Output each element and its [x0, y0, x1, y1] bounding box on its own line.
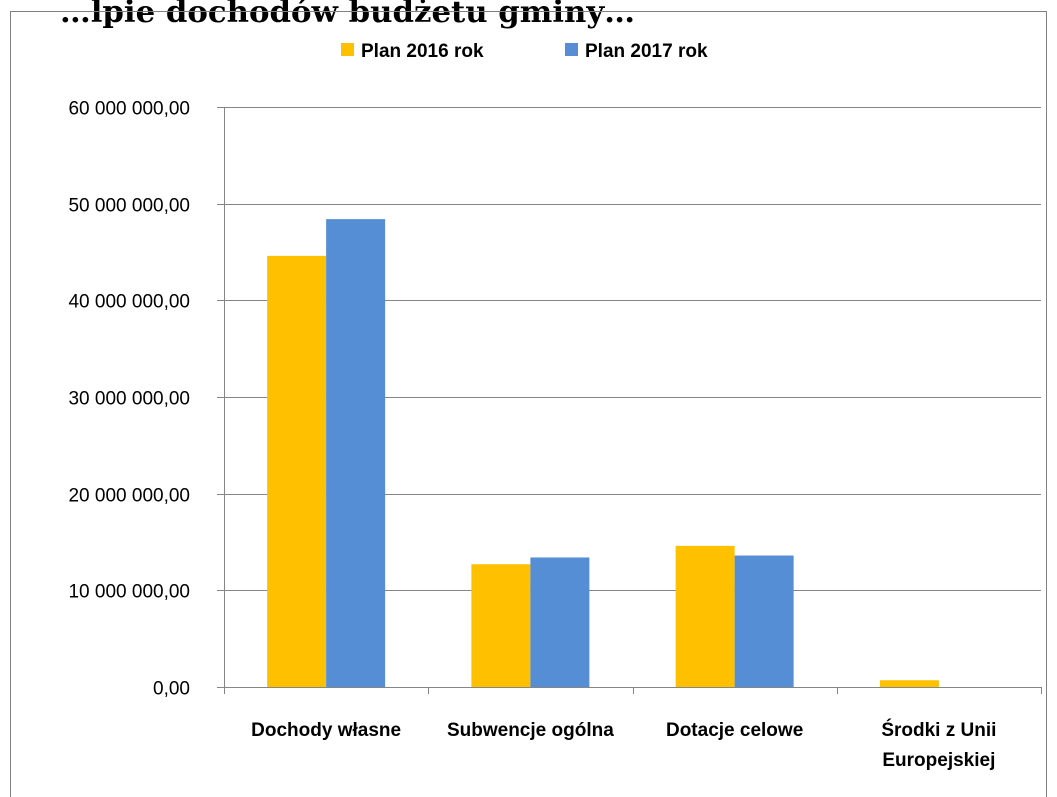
- y-tick-label: 0,00: [153, 679, 190, 700]
- y-tick-label: 10 000 000,00: [68, 582, 190, 603]
- x-category-label: Środki z Unii: [881, 719, 996, 741]
- x-category-label: Europejskiej: [882, 750, 995, 771]
- y-tick-label: 50 000 000,00: [68, 196, 190, 217]
- bar-plan-2016: [879, 680, 939, 687]
- y-axis-ticks: 0,00 10 000 000,00 20 000 000,00 30 000 000…: [68, 99, 224, 700]
- bar-plan-2016: [267, 255, 327, 687]
- legend: Plan 2016 rok Plan 2017 rok: [341, 41, 708, 62]
- y-tick-label: 40 000 000,00: [68, 292, 190, 313]
- chart-title: …lpie dochodów budżetu gminy…: [60, 0, 635, 30]
- legend-swatch-plan-2017: [565, 43, 578, 56]
- x-category-label: Dochody własne: [251, 720, 401, 741]
- bar-plan-2017: [326, 219, 386, 687]
- x-category-label: Dotacje celowe: [666, 720, 803, 741]
- chart-border: [10, 11, 1047, 797]
- bar-plan-2016: [471, 564, 531, 687]
- legend-label-plan-2017: Plan 2017 rok: [585, 41, 708, 62]
- axes: [224, 107, 1042, 694]
- bar-plan-2016: [675, 545, 735, 687]
- bars: [267, 219, 939, 687]
- x-category-label: Subwencje ogólna: [447, 720, 614, 741]
- y-tick-label: 20 000 000,00: [68, 486, 190, 507]
- legend-swatch-plan-2016: [341, 43, 354, 56]
- y-tick-label: 30 000 000,00: [68, 389, 190, 410]
- bar-plan-2017: [530, 557, 590, 687]
- y-tick-label: 60 000 000,00: [68, 99, 190, 120]
- category-labels: Dochody własne Subwencje ogólna Dotacje ce…: [251, 719, 996, 771]
- bar-plan-2017: [734, 555, 794, 687]
- legend-label-plan-2016: Plan 2016 rok: [361, 41, 484, 62]
